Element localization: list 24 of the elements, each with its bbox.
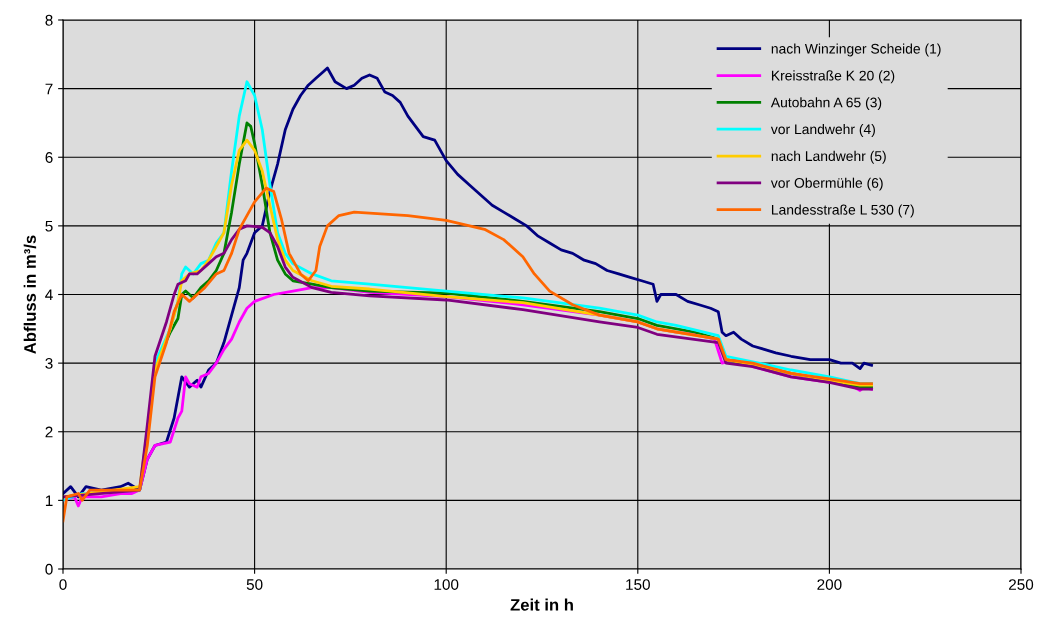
y-tick-label: 7	[45, 83, 53, 95]
x-tick-label: 100	[434, 579, 459, 590]
legend-label: Autobahn A 65 (3)	[770, 97, 882, 111]
y-tick-label: 4	[45, 289, 53, 301]
y-tick-label: 5	[45, 220, 53, 232]
y-tick-label: 8	[45, 14, 53, 26]
y-tick-label: 0	[45, 563, 53, 575]
y-axis-title: Abfluss in m³/s	[23, 235, 37, 354]
legend-label: vor Landwehr (4)	[770, 123, 875, 137]
y-tick-label: 3	[45, 357, 53, 369]
x-tick-label: 0	[59, 579, 67, 590]
y-tick-label: 1	[45, 495, 53, 506]
y-tick-label: 2	[45, 426, 53, 438]
x-tick-label: 50	[246, 579, 263, 590]
x-axis-title: Zeit in h	[510, 598, 573, 611]
legend-label: Landesstraße L 530 (7)	[771, 204, 914, 218]
legend-label: Kreisstraße K 20 (2)	[771, 70, 895, 84]
x-tick-label: 150	[626, 579, 650, 590]
legend-label: nach Landwehr (5)	[771, 150, 886, 164]
legend-label: vor Obermühle (6)	[770, 177, 883, 191]
legend-label: nach Winzinger Scheide (1)	[771, 43, 941, 57]
x-tick-label: 250	[1009, 579, 1034, 590]
y-tick-label: 6	[45, 152, 53, 163]
x-tick-label: 200	[817, 579, 842, 590]
